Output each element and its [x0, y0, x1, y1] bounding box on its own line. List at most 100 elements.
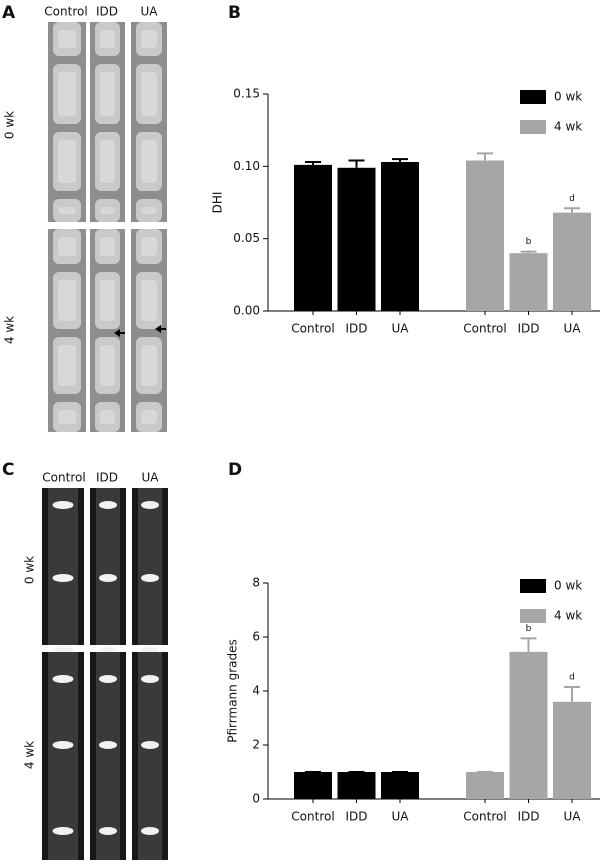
x-tick-label: IDD [517, 810, 539, 824]
nucleus [52, 675, 74, 683]
column-label: UA [142, 471, 160, 485]
x-tick-label: IDD [345, 322, 367, 336]
y-axis-title: DHI [211, 192, 225, 214]
vertebra-core [100, 207, 115, 214]
row-label: 0 wk [23, 556, 37, 584]
vertebra-core [100, 72, 115, 116]
error-bar [305, 160, 321, 165]
y-tick-label: 0.10 [233, 159, 260, 173]
y-tick-label: 2 [252, 738, 260, 752]
bar [294, 772, 332, 799]
panel-label: A [2, 3, 16, 23]
vertebra-core [100, 345, 115, 386]
y-tick-label: 0.00 [233, 304, 260, 318]
nucleus [99, 741, 117, 749]
vertebra-core [141, 30, 157, 48]
significance: b [526, 624, 532, 634]
bar [466, 160, 504, 311]
bar [294, 164, 332, 311]
arrow [155, 325, 166, 333]
bar [553, 212, 591, 311]
x-tick-label: UA [564, 322, 582, 336]
bar [337, 772, 376, 799]
bar [381, 772, 419, 799]
bar [509, 253, 548, 311]
vertebra-core [141, 280, 157, 321]
column-label: UA [141, 5, 159, 19]
nucleus [99, 574, 117, 582]
significance: b [526, 237, 532, 247]
panel-label: B [228, 3, 241, 23]
y-axis-title: Pfirrmann grades [226, 639, 240, 742]
y-tick-label: 0 [252, 792, 260, 806]
row-label: 0 wk [3, 111, 17, 139]
bar [553, 701, 591, 799]
x-tick-label: UA [392, 322, 410, 336]
legend-swatch [520, 609, 546, 623]
vertebra-core [141, 237, 157, 256]
vertebra-core [100, 30, 115, 48]
y-tick-label: 4 [252, 684, 260, 698]
vertebra-core [100, 410, 115, 424]
mri-body [96, 652, 120, 860]
bar [466, 772, 504, 799]
bar [509, 651, 548, 799]
column-label: IDD [96, 471, 118, 485]
vertebra-core [58, 345, 76, 386]
vertebra-core [58, 237, 76, 256]
y-tick-label: 0.05 [233, 231, 260, 245]
nucleus [99, 501, 117, 509]
error-bar [520, 637, 537, 652]
y-tick-label: 6 [252, 630, 260, 644]
images [42, 22, 168, 860]
vertebra-core [141, 410, 157, 424]
x-tick-label: UA [392, 810, 410, 824]
error-bar [477, 152, 493, 161]
x-tick-label: IDD [345, 810, 367, 824]
nucleus [141, 574, 159, 582]
x-tick-label: IDD [517, 322, 539, 336]
legend-label: 4 wk [554, 609, 582, 623]
significance: d [569, 194, 575, 204]
vertebra-core [58, 207, 76, 214]
vertebra-core [141, 207, 157, 214]
bar [381, 161, 419, 311]
vertebra-core [100, 280, 115, 321]
nucleus [52, 741, 74, 749]
x-tick-label: Control [463, 322, 506, 336]
legend-swatch [520, 120, 546, 134]
vertebra-core [58, 410, 76, 424]
nucleus [99, 675, 117, 683]
legend-swatch [520, 90, 546, 104]
vertebra-core [100, 237, 115, 256]
vertebra-core [58, 72, 76, 116]
bar [337, 167, 376, 311]
significance: d [569, 672, 575, 682]
legend-label: 0 wk [554, 579, 582, 593]
y-tick-label: 8 [252, 576, 260, 590]
vertebra-core [58, 140, 76, 183]
error-bar [520, 250, 537, 254]
x-tick-label: Control [291, 810, 334, 824]
column-label: IDD [96, 5, 118, 19]
legend-swatch [520, 579, 546, 593]
error-bar [564, 207, 580, 213]
x-tick-label: Control [291, 322, 334, 336]
y-tick-label: 0.15 [233, 87, 260, 101]
vertebra-core [141, 72, 157, 116]
mri-body [48, 652, 78, 860]
mri-body [48, 488, 78, 645]
vertebra-core [141, 140, 157, 183]
nucleus [52, 574, 74, 582]
error-bar [392, 158, 408, 162]
error-bar [564, 685, 580, 702]
nucleus [141, 827, 159, 835]
vertebra-core [141, 345, 157, 386]
panel-label: D [228, 460, 242, 480]
legend-label: 4 wk [554, 120, 582, 134]
panel-label: C [2, 460, 14, 480]
nucleus [99, 827, 117, 835]
nucleus [141, 675, 159, 683]
mri-body [96, 488, 120, 645]
